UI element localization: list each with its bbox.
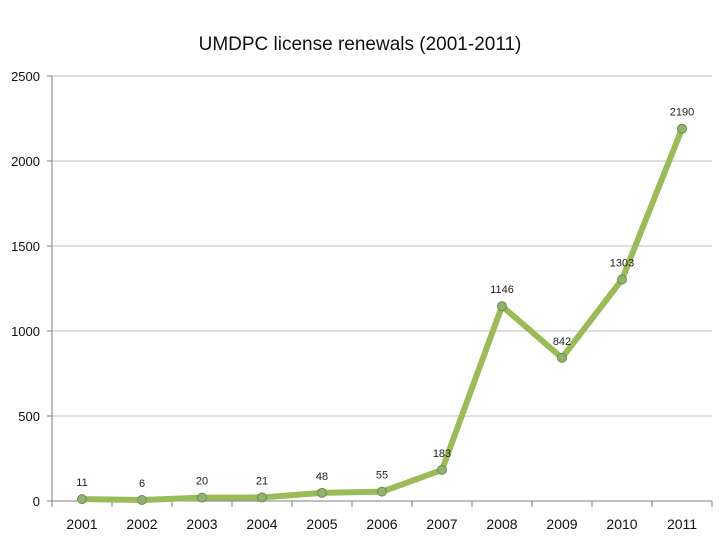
x-tick-label-2001: 2001 [66,516,97,532]
data-point-2003 [197,492,207,503]
x-tick-label-2003: 2003 [186,516,217,532]
x-tick-label-2010: 2010 [606,516,637,532]
x-tick-label-2009: 2009 [546,516,577,532]
x-tick-label-2004: 2004 [246,516,277,532]
y-tick-label-500: 500 [18,409,40,424]
data-label-2004: 21 [256,475,268,487]
data-point-2006 [377,486,387,497]
x-tick-label-2007: 2007 [426,516,457,532]
gridlines [52,75,712,417]
data-label-2010: 1303 [610,257,634,269]
y-tick-label-1500: 1500 [11,239,40,254]
data-label-2003: 20 [196,476,208,488]
y-tick-label-2500: 2500 [11,69,40,84]
data-point-2001 [77,494,87,505]
data-label-2008: 1146 [490,284,514,296]
x-tick-label-2008: 2008 [486,516,517,532]
y-axis-ticks: 0 500 1000 1500 2000 2500 [11,69,40,509]
chart-title: UMDPC license renewals (2001-2011) [198,34,522,55]
data-label-2002: 6 [139,478,145,490]
series-polyline [79,125,685,503]
data-label-2007: 183 [433,448,451,460]
data-point-2010 [617,274,627,285]
data-label-2005: 48 [316,471,328,483]
data-point-2002 [137,494,147,505]
y-tick-label-1000: 1000 [11,324,40,339]
data-label-2006: 55 [376,470,388,482]
x-tick-label-2005: 2005 [306,516,337,532]
data-labels: 11 6 20 21 48 55 183 1146 842 1303 2190 [76,107,694,490]
data-point-2007 [437,464,447,475]
x-tick-label-2006: 2006 [366,516,397,532]
x-tick-label-2002: 2002 [126,516,157,532]
data-points [77,123,687,505]
x-axis-ticks: 2001 2002 2003 2004 2005 2006 2007 2008 2009 2010… [66,516,697,532]
y-tick-label-2000: 2000 [11,154,40,169]
x-tick-label-2011: 2011 [667,516,697,532]
series-line [79,125,685,503]
data-point-2004 [257,492,267,503]
data-label-2009: 842 [553,336,571,348]
data-point-2008 [497,301,507,312]
data-point-2005 [317,487,327,498]
data-point-2009 [557,352,567,363]
data-point-2011 [677,123,687,134]
data-label-2011: 2190 [670,107,694,119]
data-label-2001: 11 [76,477,87,489]
y-tick-label-0: 0 [33,494,40,509]
